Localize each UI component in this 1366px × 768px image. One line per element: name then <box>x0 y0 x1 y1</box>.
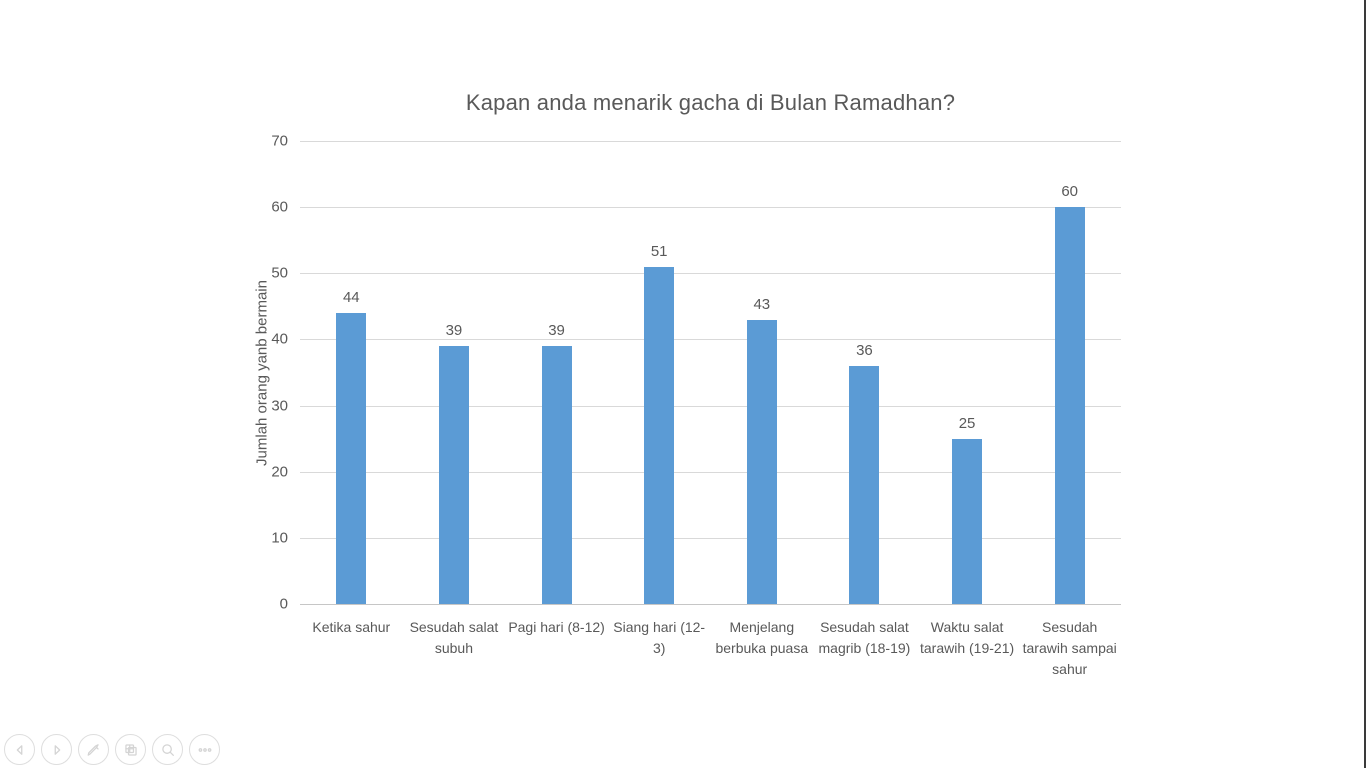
bar-column: 51 <box>608 141 711 604</box>
bar-value-label: 60 <box>1061 183 1079 201</box>
zoom-slide-button[interactable] <box>152 734 183 765</box>
slides-grid-icon <box>124 743 137 756</box>
bar-column: 39 <box>505 141 608 604</box>
y-tick-label: 70 <box>271 132 288 150</box>
next-slide-button[interactable] <box>41 734 72 765</box>
bar <box>644 266 675 604</box>
pen-icon <box>87 743 99 756</box>
bar-value-label: 39 <box>548 322 565 340</box>
gridline <box>300 471 1121 473</box>
magnifier-icon <box>161 743 174 756</box>
y-tick-label: 40 <box>271 330 288 348</box>
y-tick-label: 10 <box>271 529 288 547</box>
x-tick-label: Menjelang berbuka puasa <box>715 619 809 656</box>
x-tick-label: Sesudah tarawih sampai sahur <box>1022 619 1117 677</box>
y-tick-label: 50 <box>271 264 288 282</box>
chart-title: Kapan anda menarik gacha di Bulan Ramadh… <box>465 90 956 115</box>
ellipsis-icon <box>198 747 211 752</box>
x-tick-label: Sesudah salat magrib (18-19) <box>818 619 911 656</box>
gridline <box>300 405 1121 407</box>
x-tick-label: Sesudah salat subuh <box>409 619 499 656</box>
bar-column: 44 <box>300 141 403 604</box>
y-tick-label: 20 <box>271 463 288 481</box>
gridline <box>300 273 1121 275</box>
bar <box>952 438 983 604</box>
bar-value-label: 44 <box>342 288 360 306</box>
bar-value-label: 39 <box>445 322 463 340</box>
x-tick-label: Siang hari (12-3) <box>613 619 706 656</box>
bar-column: 39 <box>403 141 506 604</box>
y-tick-label: 30 <box>271 397 288 415</box>
pen-tools-button[interactable] <box>78 734 109 765</box>
chevron-right-icon <box>54 744 60 755</box>
bar-column: 60 <box>1018 141 1121 604</box>
x-tick-label: Waktu salat tarawih (19-21) <box>919 619 1015 656</box>
see-all-slides-button[interactable] <box>115 734 146 765</box>
bar <box>1054 207 1085 604</box>
bar <box>849 365 880 604</box>
x-axis-labels: Ketika sahur Sesudah salat subuh Pagi hari… <box>300 617 1121 680</box>
y-tick-label: 60 <box>271 198 288 216</box>
x-tick-label: Pagi hari (8-12) <box>508 619 605 635</box>
gridline <box>300 207 1121 209</box>
bar-value-label: 43 <box>753 295 771 313</box>
bar-column: 43 <box>711 141 814 604</box>
bar-column: 25 <box>916 141 1019 604</box>
bar <box>438 346 469 604</box>
bar <box>746 319 777 604</box>
more-options-button[interactable] <box>189 734 220 765</box>
y-axis-title: Jumlah orang yanb bermain <box>253 280 271 466</box>
screen-right-edge <box>1364 0 1366 768</box>
bar <box>541 346 572 604</box>
gridline <box>300 537 1121 539</box>
gridline <box>300 339 1121 341</box>
chevron-left-icon <box>16 744 22 755</box>
y-tick-label: 0 <box>279 595 288 613</box>
previous-slide-button[interactable] <box>4 734 35 765</box>
gridline <box>300 604 1121 605</box>
gridline <box>300 141 1121 142</box>
bar-value-label: 36 <box>856 341 873 359</box>
bar <box>336 312 367 604</box>
bar-column: 36 <box>813 141 916 604</box>
bar-value-label: 51 <box>650 242 668 260</box>
bar-value-label: 25 <box>958 414 976 432</box>
presenter-toolbar <box>4 734 220 765</box>
x-tick-label: Ketika sahur <box>312 619 391 635</box>
plot-area: 0 10 20 30 40 50 60 70 44 39 39 51 43 36 25 60 <box>271 133 1121 613</box>
